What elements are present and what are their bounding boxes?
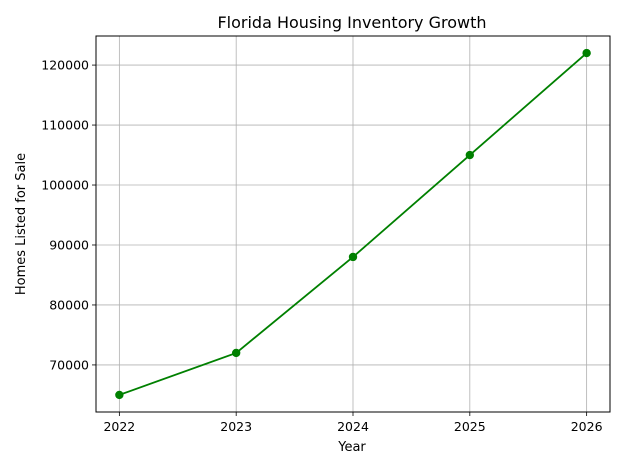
- x-tick-label: 2024: [337, 419, 369, 434]
- chart-title: Florida Housing Inventory Growth: [217, 13, 486, 32]
- y-axis-label: Homes Listed for Sale: [14, 153, 29, 295]
- data-point: [348, 252, 358, 262]
- grid-lines: [96, 36, 610, 412]
- series-green: [115, 48, 591, 400]
- y-axis-ticks: 70000 80000 90000 100000 110000 120000: [41, 58, 96, 372]
- y-tick-label: 90000: [49, 237, 89, 252]
- x-tick-label: 2026: [571, 419, 603, 434]
- x-tick-label: 2025: [454, 419, 486, 434]
- y-tick-label: 100000: [41, 178, 89, 193]
- y-tick-label: 110000: [41, 118, 89, 133]
- y-tick-label: 120000: [41, 58, 89, 73]
- x-tick-label: 2023: [220, 419, 252, 434]
- data-point: [582, 48, 591, 58]
- x-tick-label: 2022: [103, 419, 135, 434]
- x-axis-label: Year: [337, 440, 366, 455]
- y-tick-label: 80000: [49, 297, 89, 312]
- plot-frame: [95, 35, 611, 413]
- y-tick-label: 70000: [49, 357, 89, 372]
- data-point: [231, 348, 241, 358]
- data-point: [465, 150, 475, 160]
- data-point: [115, 390, 124, 400]
- x-axis-ticks: 2022 2023 2024 2025 2026: [103, 412, 603, 434]
